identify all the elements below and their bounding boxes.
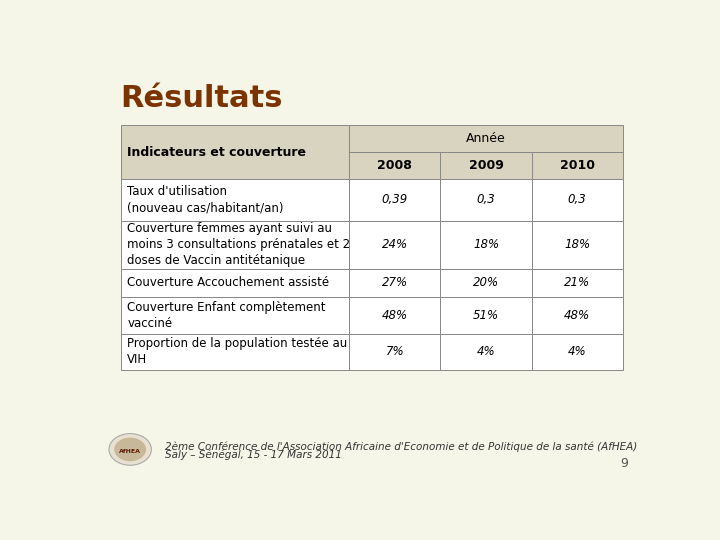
Bar <box>121 221 349 268</box>
Text: 18%: 18% <box>564 238 590 251</box>
Text: Résultats: Résultats <box>121 84 283 112</box>
Text: Indicateurs et couverture: Indicateurs et couverture <box>127 146 307 159</box>
Text: 21%: 21% <box>564 276 590 289</box>
Bar <box>121 334 349 369</box>
Text: 2008: 2008 <box>377 159 413 172</box>
Text: 51%: 51% <box>473 309 499 322</box>
Bar <box>349 125 623 152</box>
Bar <box>531 179 623 221</box>
Text: Couverture Accouchement assisté: Couverture Accouchement assisté <box>127 276 330 289</box>
Text: Saly – Sénégal, 15 - 17 Mars 2011: Saly – Sénégal, 15 - 17 Mars 2011 <box>166 450 342 460</box>
Text: Couverture Enfant complètement
vacciné: Couverture Enfant complètement vacciné <box>127 301 326 330</box>
Bar <box>531 297 623 334</box>
Bar <box>349 179 441 221</box>
Bar <box>441 297 531 334</box>
Bar <box>349 152 441 179</box>
Text: 4%: 4% <box>477 346 495 359</box>
Text: 0,3: 0,3 <box>477 193 495 206</box>
Text: 48%: 48% <box>564 309 590 322</box>
Bar <box>349 268 441 297</box>
Text: 7%: 7% <box>385 346 404 359</box>
Bar <box>441 334 531 369</box>
Bar <box>121 179 349 221</box>
Text: 24%: 24% <box>382 238 408 251</box>
Text: 4%: 4% <box>568 346 587 359</box>
Bar <box>121 268 349 297</box>
Text: 2010: 2010 <box>559 159 595 172</box>
Text: Taux d'utilisation
(nouveau cas/habitant/an): Taux d'utilisation (nouveau cas/habitant… <box>127 185 284 214</box>
Bar <box>441 179 531 221</box>
Text: 18%: 18% <box>473 238 499 251</box>
Text: Couverture femmes ayant suivi au
moins 3 consultations prénatales et 2
doses de : Couverture femmes ayant suivi au moins 3… <box>127 222 351 267</box>
Bar <box>121 297 349 334</box>
Bar <box>349 221 441 268</box>
Text: Année: Année <box>466 132 506 145</box>
Text: 9: 9 <box>621 457 629 470</box>
Bar <box>349 334 441 369</box>
Text: 0,39: 0,39 <box>382 193 408 206</box>
Circle shape <box>109 434 151 465</box>
Bar <box>121 125 349 179</box>
Bar <box>531 268 623 297</box>
Text: 27%: 27% <box>382 276 408 289</box>
Bar <box>531 334 623 369</box>
Bar <box>531 152 623 179</box>
Text: AfHEA: AfHEA <box>120 449 141 454</box>
Bar <box>441 268 531 297</box>
Text: 0,3: 0,3 <box>568 193 587 206</box>
Bar <box>441 221 531 268</box>
Text: 48%: 48% <box>382 309 408 322</box>
Text: 20%: 20% <box>473 276 499 289</box>
Bar <box>349 297 441 334</box>
Text: 2ème Conférence de l'Association Africaine d'Economie et de Politique de la sant: 2ème Conférence de l'Association Africai… <box>166 441 638 452</box>
Text: Proportion de la population testée au
VIH: Proportion de la population testée au VI… <box>127 338 348 367</box>
Bar <box>531 221 623 268</box>
Circle shape <box>114 437 146 461</box>
Text: 2009: 2009 <box>469 159 503 172</box>
Bar <box>441 152 531 179</box>
